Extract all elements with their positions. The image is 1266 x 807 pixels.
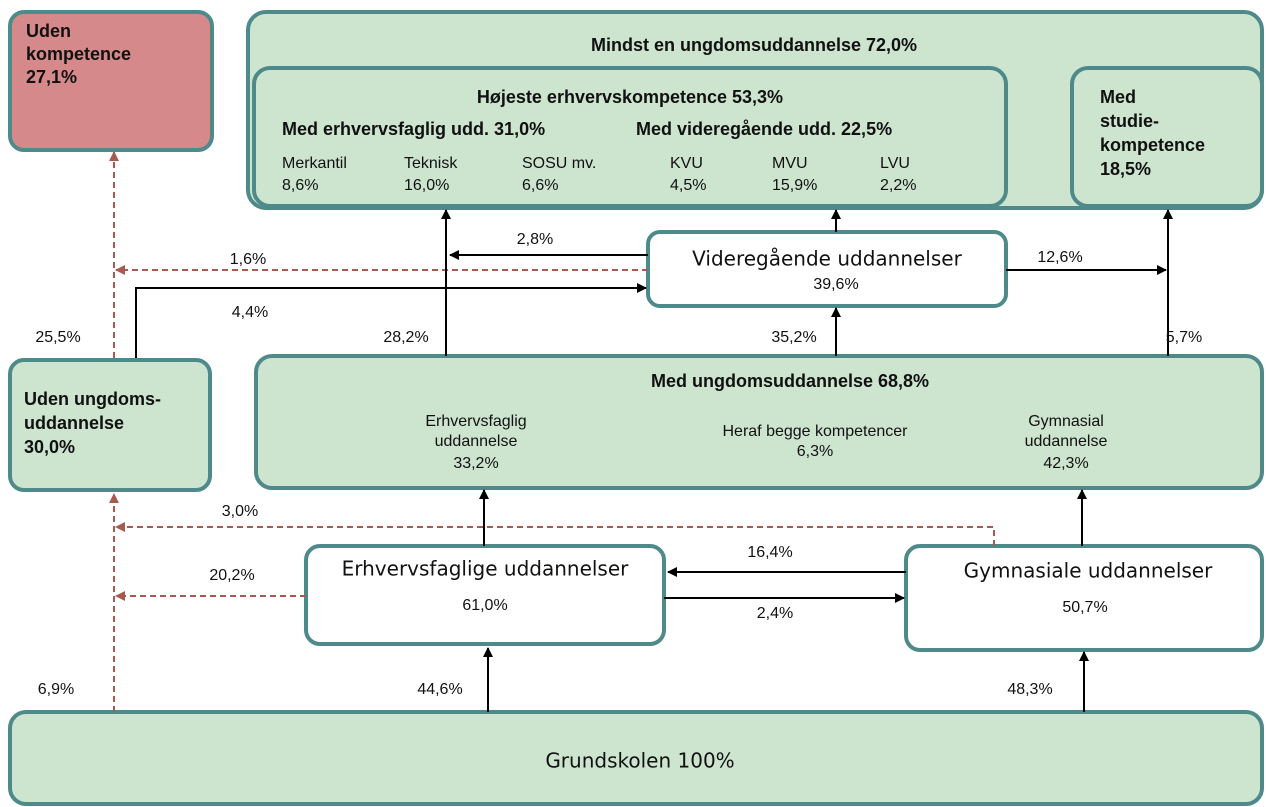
arrows — [109, 151, 1173, 712]
item-value: 4,5% — [670, 177, 706, 194]
flow-label: 1,6% — [230, 251, 266, 268]
node-line: 18,5% — [1100, 159, 1151, 179]
flow-label: 5,7% — [1166, 329, 1202, 346]
node-line: Med — [1100, 87, 1136, 107]
node-line: 30,0% — [24, 437, 75, 457]
item-name: LVU — [880, 155, 910, 172]
flow-label: 6,9% — [38, 681, 74, 698]
item-value: 2,2% — [880, 177, 916, 194]
item-line: Erhvervsfaglig — [425, 413, 526, 430]
item-value: 8,6% — [282, 177, 318, 194]
node-line: 27,1% — [26, 67, 77, 87]
flow-label: 20,2% — [209, 567, 254, 584]
hojeste-box — [252, 66, 1008, 208]
item-line: 33,2% — [453, 455, 498, 472]
node-line: 61,0% — [462, 597, 507, 614]
item-value: 16,0% — [404, 177, 449, 194]
studie-box — [1070, 66, 1264, 208]
flow-label: 44,6% — [417, 681, 462, 698]
item-line: uddannelse — [435, 433, 518, 450]
flow-label: 2,8% — [517, 231, 553, 248]
node-title: Grundskolen 100% — [545, 749, 734, 773]
node-line: Gymnasiale uddannelser — [964, 559, 1213, 583]
arrow — [135, 283, 647, 358]
group-label: Med erhvervsfaglig udd. 31,0% — [282, 119, 545, 139]
grundskolen-box — [8, 710, 1264, 806]
flow-label: 25,5% — [35, 329, 80, 346]
item-name: Merkantil — [282, 155, 347, 172]
arrow — [115, 522, 995, 546]
item-name: MVU — [772, 155, 808, 172]
item-name: Teknisk — [404, 155, 458, 172]
item-value: 15,9% — [772, 177, 817, 194]
node-line: Videregående uddannelser — [692, 247, 962, 271]
node-line: 39,6% — [813, 276, 858, 293]
uden-ungdom-box — [8, 358, 212, 492]
flow-label: 16,4% — [747, 544, 792, 561]
ungdom-box — [254, 354, 1264, 490]
node-line: Uden — [26, 21, 71, 41]
item-name: KVU — [670, 155, 703, 172]
group-label: Med videregående udd. 22,5% — [636, 119, 892, 139]
flow-label: 35,2% — [771, 329, 816, 346]
node-line: Erhvervsfaglige uddannelser — [342, 557, 630, 581]
flow-label: 48,3% — [1007, 681, 1052, 698]
flow-label: 28,2% — [383, 329, 428, 346]
item-line: Heraf begge kompetencer — [723, 423, 909, 440]
flow-label: 3,0% — [222, 503, 258, 520]
item-line: Gymnasial — [1028, 413, 1104, 430]
item-line: 6,3% — [797, 443, 833, 460]
gymnasiale-box — [904, 544, 1264, 652]
node-title: Med ungdomsuddannelse 68,8% — [651, 371, 929, 391]
node-line: Uden ungdoms- — [24, 389, 161, 409]
node-line: kompetence — [1100, 135, 1205, 155]
item-line: 42,3% — [1043, 455, 1088, 472]
node-line: uddannelse — [24, 413, 124, 433]
node-line: kompetence — [26, 44, 131, 64]
uden-kompetence-box — [8, 10, 214, 152]
item-value: 6,6% — [522, 177, 558, 194]
flow-label: 12,6% — [1037, 249, 1082, 266]
node-line: 50,7% — [1062, 599, 1107, 616]
flow-label: 2,4% — [757, 605, 793, 622]
labels: Uden kompetence 27,1% Mindst en ungdomsu… — [24, 21, 1213, 773]
item-line: uddannelse — [1025, 433, 1108, 450]
item-name: SOSU mv. — [522, 155, 596, 172]
node-line: studie- — [1100, 111, 1159, 131]
flow-label: 4,4% — [232, 304, 268, 321]
node-title: Højeste erhvervskompetence 53,3% — [477, 87, 783, 107]
node-title: Mindst en ungdomsuddannelse 72,0% — [591, 35, 917, 55]
